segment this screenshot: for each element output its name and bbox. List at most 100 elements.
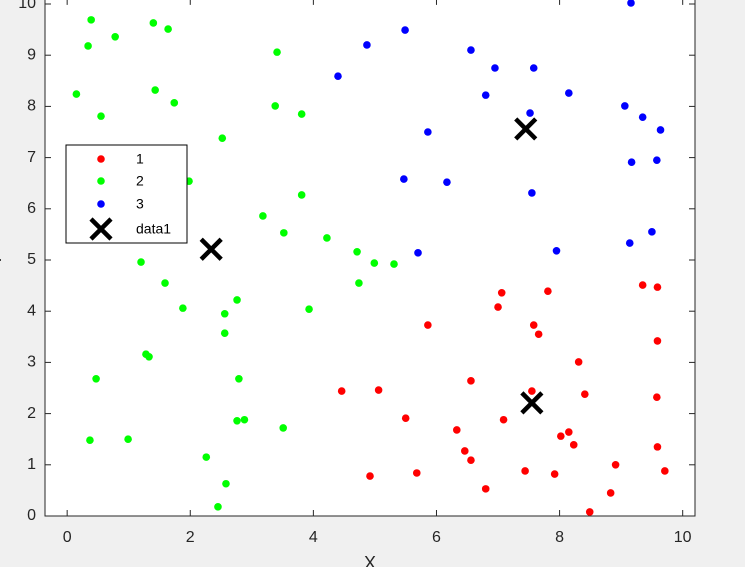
point (653, 283, 662, 291)
y-tick-label: 9 (27, 46, 36, 63)
point (92, 374, 100, 383)
point (370, 259, 379, 267)
cross-marker (520, 391, 544, 415)
legend-marker (97, 200, 105, 208)
point (202, 453, 211, 461)
point (353, 248, 361, 256)
y-tick-label: 8 (27, 98, 36, 115)
point (544, 287, 552, 296)
point (233, 296, 241, 304)
point (565, 89, 573, 97)
point (87, 16, 95, 24)
point (149, 19, 158, 27)
point (653, 443, 662, 451)
point (550, 470, 559, 478)
point (534, 330, 543, 339)
x-tick-label: 2 (186, 529, 195, 546)
point (529, 321, 538, 329)
point (179, 304, 187, 312)
point (581, 390, 589, 398)
legend-marker (89, 217, 113, 241)
legend-label: 3 (136, 196, 144, 212)
point (222, 479, 230, 488)
point (585, 508, 594, 516)
point (528, 387, 536, 395)
cross-marker (514, 117, 538, 141)
y-tick-label: 10 (18, 0, 36, 12)
point (279, 424, 288, 432)
point (552, 246, 561, 255)
x-axis-label: X (364, 553, 376, 567)
x-tick-label: 4 (309, 529, 318, 546)
point (656, 126, 665, 134)
point (467, 46, 475, 54)
point (412, 469, 421, 477)
point (161, 279, 169, 287)
y-tick-label: 3 (27, 354, 36, 371)
point (86, 436, 94, 445)
point (653, 156, 661, 164)
x-tick-label: 10 (674, 529, 692, 546)
point (305, 305, 313, 313)
point (424, 321, 432, 329)
point (443, 178, 451, 186)
point (337, 387, 346, 395)
point (363, 41, 371, 49)
y-tick-label: 6 (27, 200, 36, 217)
x-tick-label: 6 (432, 529, 441, 546)
y-tick-label: 1 (27, 456, 36, 473)
point (653, 393, 661, 402)
point (611, 461, 620, 469)
point (627, 158, 636, 167)
point (528, 189, 536, 197)
point (259, 212, 267, 220)
y-tick-label: 2 (27, 405, 36, 422)
point (460, 447, 469, 455)
point (233, 416, 241, 425)
point (97, 112, 105, 120)
x-tick-label: 0 (63, 529, 72, 546)
point (218, 134, 227, 142)
legend-marker (97, 177, 105, 185)
point (606, 489, 615, 497)
point (621, 102, 629, 110)
point (491, 64, 499, 72)
point (401, 26, 409, 34)
point (273, 48, 281, 56)
point (467, 377, 475, 385)
point (499, 415, 508, 424)
point (390, 260, 398, 268)
point (494, 303, 502, 311)
point (638, 113, 647, 121)
point (220, 329, 229, 338)
point (557, 432, 565, 440)
point (400, 175, 408, 183)
point (424, 128, 432, 136)
axes-box (44, 0, 696, 517)
point (401, 414, 410, 423)
point (111, 32, 119, 41)
y-tick-label: 5 (27, 251, 36, 268)
point (240, 415, 249, 424)
point (565, 428, 573, 436)
y-axis-label: Y (0, 254, 5, 266)
point (214, 502, 222, 511)
point (648, 228, 656, 236)
point (220, 309, 229, 318)
point (481, 91, 490, 99)
point (414, 249, 422, 257)
point (625, 239, 634, 247)
y-tick-label: 4 (27, 302, 36, 319)
point (366, 472, 374, 480)
point (467, 456, 475, 464)
point (145, 352, 153, 361)
legend-marker (97, 155, 105, 163)
point (164, 25, 172, 33)
legend-label: data1 (136, 221, 171, 237)
y-tick-label: 0 (27, 507, 36, 524)
cross-marker (199, 237, 223, 261)
point (323, 234, 331, 242)
point (271, 102, 280, 110)
